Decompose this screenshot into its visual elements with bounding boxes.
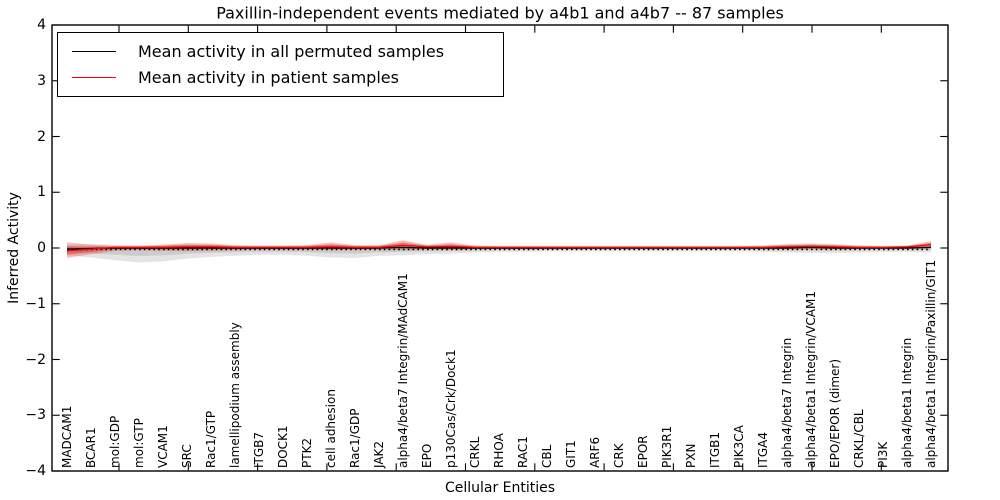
x-tick-label: BCAR1 [84, 427, 98, 468]
y-tick-label: −2 [25, 351, 46, 368]
y-tick-label: −3 [25, 407, 46, 424]
x-tick-label: CRKL [468, 436, 482, 468]
x-tick-label: mol:GDP [108, 415, 122, 468]
patient-mean-line [66, 244, 932, 252]
y-tick-label: −4 [25, 463, 46, 479]
axis-frame [51, 24, 949, 472]
legend-label-patient: Mean activity in patient samples [138, 68, 399, 87]
patient-line-sample [72, 77, 116, 78]
x-tick-label: PIK3R1 [660, 425, 674, 468]
x-tick-label: Rac1/GTP [204, 410, 218, 468]
x-tick-label: MADCAM1 [60, 405, 74, 468]
x-tick-label: ITGA4 [756, 431, 770, 468]
x-tick-label: JAK2 [372, 440, 386, 468]
legend: Mean activity in all permuted samples Me… [57, 32, 504, 97]
permuted-line-sample [72, 51, 116, 52]
x-tick-label: EPO/EPOR (dimer) [828, 358, 842, 468]
x-tick-label: alpha4/beta1 Integrin/VCAM1 [804, 291, 818, 468]
x-axis-label: Cellular Entities [444, 480, 556, 496]
x-tick-label: RHOA [492, 433, 506, 468]
x-tick-label: p130Cas/Crk/Dock1 [444, 349, 458, 468]
y-tick-label: 2 [37, 128, 46, 145]
x-tick-label: CRK [612, 443, 626, 468]
y-tick-label: 0 [37, 240, 46, 256]
x-tick-label: GIT1 [564, 440, 578, 468]
x-tick-label: RAC1 [516, 436, 530, 468]
x-tick-label: PI3K [876, 441, 890, 468]
x-tick-label: mol:GTP [132, 418, 146, 468]
y-tick-label: 4 [37, 17, 46, 33]
x-tick-label: alpha4/beta7 Integrin/MAdCAM1 [396, 273, 410, 468]
x-tick-label: ITGB1 [708, 431, 722, 468]
x-tick-label: CRKL/CBL [852, 409, 866, 468]
legend-label-permuted: Mean activity in all permuted samples [138, 42, 445, 61]
x-tick-label: Rac1/GDP [348, 408, 362, 468]
x-tick-label: lamellipodium assembly [228, 322, 242, 468]
x-tick-label: PXN [684, 443, 698, 468]
x-tick-label: PIK3CA [732, 425, 746, 468]
permuted-band-outer [67, 244, 931, 263]
y-tick-label: −1 [25, 295, 46, 312]
y-tick-label: 3 [37, 72, 46, 89]
x-tick-label: CBL [540, 444, 554, 468]
legend-item-patient: Mean activity in patient samples [58, 68, 503, 87]
legend-item-permuted: Mean activity in all permuted samples [58, 42, 503, 61]
x-tick-label: ARF6 [588, 436, 602, 468]
x-tick-label: alpha4/beta1 Integrin/Paxillin/GIT1 [924, 259, 938, 468]
y-tick-label: 1 [37, 184, 46, 201]
x-tick-label: alpha4/beta7 Integrin [780, 337, 794, 468]
x-tick-label: EPOR [636, 435, 650, 468]
chart-title: Paxillin-independent events mediated by … [216, 3, 784, 23]
x-tick-label: PTK2 [300, 437, 314, 468]
x-tick-label: EPO [420, 443, 434, 468]
x-tick-label: SRC [180, 444, 194, 468]
x-tick-label: VCAM1 [156, 425, 170, 468]
x-tick-label: DOCK1 [276, 425, 290, 468]
x-tick-label: alpha4/beta1 Integrin [900, 337, 914, 468]
x-tick-label: cell adhesion [324, 389, 338, 468]
x-tick-label: ITGB7 [252, 431, 266, 468]
